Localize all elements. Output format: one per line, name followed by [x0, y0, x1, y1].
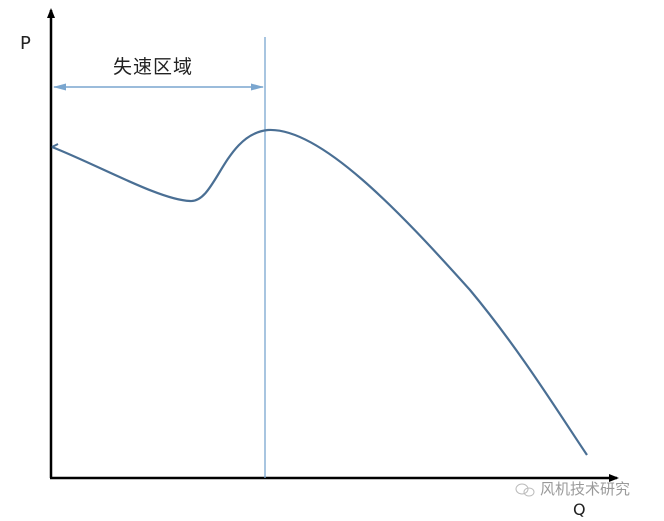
y-axis-label: P: [20, 33, 31, 54]
stall-region-label: 失速区域: [113, 56, 194, 78]
curve-start-tick: [51, 143, 59, 148]
watermark-text: 风机技术研究: [540, 480, 631, 498]
x-axis-label: Q: [573, 500, 586, 519]
performance-curve: [51, 128, 588, 456]
wechat-logo-icon: [515, 483, 535, 497]
